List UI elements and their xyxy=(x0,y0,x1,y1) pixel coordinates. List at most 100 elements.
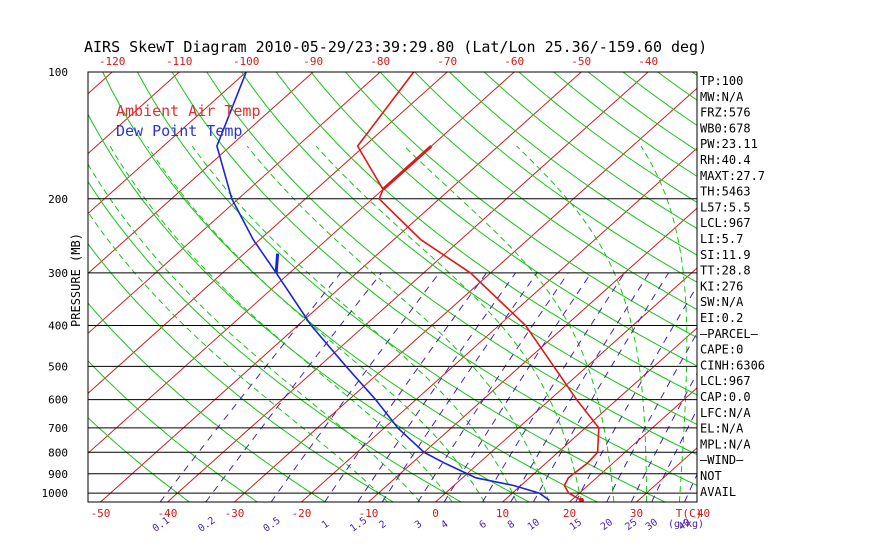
mixing-ratio-line xyxy=(482,272,626,502)
stats-line: LCL:967 xyxy=(700,374,751,388)
bottom-temperature-tick-label: 30 xyxy=(630,507,643,520)
dry-adiabat-line xyxy=(762,72,870,502)
surface-temperature-marker xyxy=(579,497,585,502)
pressure-tick-label: 300 xyxy=(48,267,68,280)
bottom-temperature-tick-label: -40 xyxy=(158,507,178,520)
plot-frame xyxy=(87,71,698,503)
dry-adiabat-line xyxy=(449,72,697,256)
top-temperature-tick-label: -80 xyxy=(370,55,390,68)
bottom-temperature-tick-label: -30 xyxy=(225,507,245,520)
top-temperature-tick-label: -120 xyxy=(99,55,126,68)
top-temperature-tick-label: -60 xyxy=(504,55,524,68)
legend-ambient: Ambient Air Temp xyxy=(116,102,261,120)
y-axis-label: PRESSURE (MB) xyxy=(69,233,83,327)
mixing-ratio-line xyxy=(532,272,670,502)
dry-adiabat-line xyxy=(88,243,394,502)
bottom-temperature-tick-label: 10 xyxy=(496,507,509,520)
mixing-ratio-tick-label: 10 xyxy=(526,517,542,533)
isotherm-line xyxy=(88,72,314,275)
moist-adiabat-line xyxy=(109,145,453,502)
stats-line: TP:100 xyxy=(700,74,743,88)
dry-adiabat-line xyxy=(275,72,697,396)
isotherm-line xyxy=(838,72,870,502)
mixing-ratio-tick-label: 8 xyxy=(506,519,517,531)
pressure-tick-label: 700 xyxy=(48,422,68,435)
dry-adiabat-line xyxy=(171,72,697,486)
moist-adiabat-line xyxy=(315,145,582,502)
dewpoint-emphasis-segment xyxy=(274,253,280,274)
isotherm-line xyxy=(100,72,582,502)
stats-line: L57:5.5 xyxy=(700,200,751,214)
isotherm-line xyxy=(435,267,697,502)
stats-line: FRZ:576 xyxy=(700,106,751,120)
stats-line: EL:N/A xyxy=(700,422,744,436)
isotherm-line xyxy=(234,87,697,502)
legend-dewpoint: Dew Point Temp xyxy=(116,122,242,140)
pressure-tick-label: 100 xyxy=(48,66,68,79)
dry-adiabat-line xyxy=(88,360,258,502)
stats-line: SI:11.9 xyxy=(700,248,751,262)
mixing-ratio-line xyxy=(159,272,342,502)
isotherm-line xyxy=(88,72,247,215)
pressure-tick-label: 900 xyxy=(48,468,68,481)
isotherm-line xyxy=(502,327,697,502)
stats-line: EI:0.2 xyxy=(700,311,743,325)
dry-adiabat-line xyxy=(414,72,697,283)
dry-adiabat-line xyxy=(310,72,697,367)
stats-line: RH:40.4 xyxy=(700,153,751,167)
moist-adiabat-line xyxy=(640,145,688,502)
isotherm-line xyxy=(88,72,381,335)
dry-adiabat-line xyxy=(379,72,697,311)
mixing-ratio-line xyxy=(324,272,487,502)
stats-line: KI:276 xyxy=(700,279,743,293)
isotherm-line xyxy=(167,72,649,502)
mixing-ratio-tick-label: 20 xyxy=(599,517,615,533)
mixing-ratio-line xyxy=(575,285,697,502)
stats-line: CINH:6306 xyxy=(700,358,765,372)
temperature-emphasis-segment xyxy=(381,144,433,191)
top-temperature-tick-label: -40 xyxy=(638,55,658,68)
mixing-ratio-tick-label: 3 xyxy=(413,519,424,531)
legend: Ambient Air Temp Dew Point Temp xyxy=(116,102,261,140)
temperature-unit-label: T(C) xyxy=(676,507,703,520)
stats-line: LI:5.7 xyxy=(700,232,743,246)
top-temperature-tick-label: -70 xyxy=(437,55,457,68)
temperature-profile-line xyxy=(356,72,600,501)
isotherm-line xyxy=(88,72,180,155)
dewpoint-profile-line xyxy=(216,72,550,501)
bottom-temperature-tick-label: 20 xyxy=(563,507,576,520)
stats-line: NOT xyxy=(700,469,722,483)
bottom-temperature-tick-label: -50 xyxy=(91,507,111,520)
dry-adiabat-line xyxy=(345,72,697,339)
pressure-tick-label: 800 xyxy=(48,446,68,459)
stats-line: LFC:N/A xyxy=(700,406,751,420)
mixing-ratio-line xyxy=(606,332,697,502)
mixing-ratio-line xyxy=(205,272,382,502)
stats-line: MW:N/A xyxy=(700,90,744,104)
stats-line: SW:N/A xyxy=(700,295,744,309)
mixing-ratio-tick-label: 6 xyxy=(478,519,489,531)
dry-adiabat-line xyxy=(88,180,462,502)
mixing-ratio-unit-label: (g/kg) xyxy=(668,519,704,530)
stats-line: WB0:678 xyxy=(700,121,751,135)
pressure-tick-label: 400 xyxy=(48,320,68,333)
mixing-ratio-line xyxy=(443,272,592,502)
isotherm-line xyxy=(771,72,870,502)
stats-line: MAXT:27.7 xyxy=(700,169,765,183)
mixing-ratio-tick-label: 4 xyxy=(439,519,450,531)
stats-line: CAP:0.0 xyxy=(700,390,751,404)
isotherm-line xyxy=(569,387,697,502)
top-temperature-tick-label: -110 xyxy=(166,55,193,68)
top-temperature-tick-label: -90 xyxy=(303,55,323,68)
dry-adiabat-line xyxy=(240,72,697,425)
dry-adiabat-line xyxy=(206,72,697,456)
stats-line: —WIND— xyxy=(700,453,744,467)
top-temperature-tick-label: -50 xyxy=(571,55,591,68)
pressure-tick-label: 1000 xyxy=(42,487,69,500)
bottom-temperature-tick-label: 0 xyxy=(432,507,439,520)
dry-adiabat-line xyxy=(518,72,697,203)
isotherm-line xyxy=(0,72,45,502)
mixing-ratio-tick-label: 1 xyxy=(320,519,331,531)
